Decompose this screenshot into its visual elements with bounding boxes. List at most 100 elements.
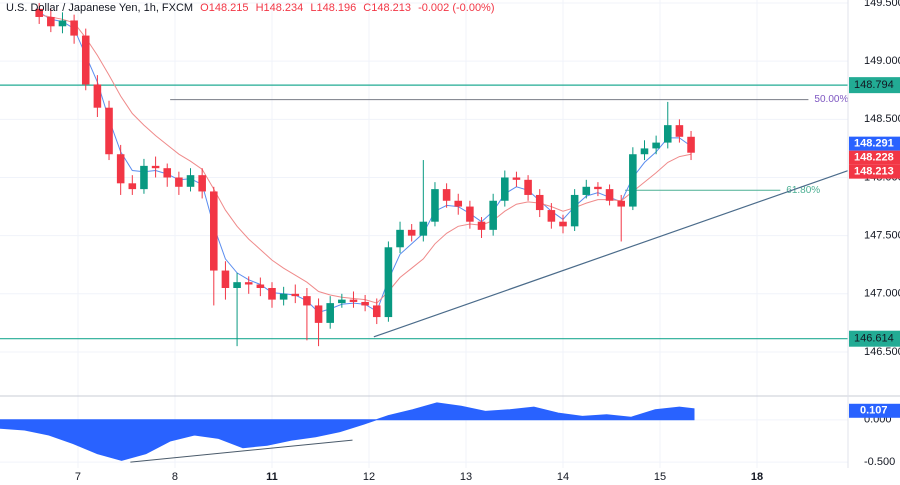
candle-body bbox=[326, 303, 334, 323]
price-label-bg bbox=[849, 164, 900, 179]
fib-label: 61.80% bbox=[786, 185, 820, 196]
candle-body bbox=[477, 221, 486, 230]
candle-body bbox=[675, 125, 684, 137]
oscillator-area bbox=[0, 402, 695, 461]
header-high: H148.234 bbox=[256, 2, 304, 14]
candle-body bbox=[128, 183, 137, 190]
candle-body bbox=[524, 179, 532, 195]
candle-body bbox=[547, 210, 556, 222]
candle-body bbox=[256, 284, 265, 288]
candle-body bbox=[291, 293, 300, 297]
candle-body bbox=[570, 194, 579, 227]
candle-body bbox=[140, 165, 148, 190]
candle-body bbox=[431, 189, 439, 222]
candle-body bbox=[349, 299, 358, 302]
level-label-bg bbox=[849, 330, 900, 347]
candle-body bbox=[663, 125, 672, 143]
candle-body bbox=[559, 221, 567, 227]
candle-body bbox=[384, 247, 393, 318]
last-value-bg bbox=[849, 403, 900, 418]
candle-body bbox=[58, 20, 67, 27]
y-tick-label: 147.500 bbox=[864, 230, 900, 242]
x-tick-label: 13 bbox=[460, 471, 472, 483]
candle-body bbox=[582, 186, 591, 195]
candle-body bbox=[81, 35, 90, 85]
header-open: O148.215 bbox=[200, 2, 248, 14]
grid bbox=[0, 0, 848, 468]
candle-body bbox=[512, 177, 521, 180]
candle-body bbox=[594, 186, 602, 190]
candle-body bbox=[93, 84, 102, 108]
candle-body bbox=[466, 206, 474, 222]
x-tick-label: 12 bbox=[363, 471, 375, 483]
level-label: 146.614 bbox=[854, 333, 894, 345]
candle-body bbox=[501, 177, 509, 201]
candle-body bbox=[163, 168, 172, 178]
last-value-label: 0.107 bbox=[860, 405, 888, 417]
y-tick-label: 148.500 bbox=[864, 113, 900, 125]
axes: 78111213141518146.500147.000147.500148.0… bbox=[75, 0, 900, 483]
candle-body bbox=[186, 175, 195, 187]
candle-body bbox=[47, 16, 55, 27]
oscillator-pane bbox=[0, 402, 695, 463]
header-change: -0.002 (-0.00%) bbox=[418, 2, 494, 14]
candle-body bbox=[198, 175, 206, 192]
candle-body bbox=[303, 296, 311, 306]
candle-body bbox=[210, 191, 218, 271]
divergence-line bbox=[130, 439, 353, 463]
x-tick-label: 14 bbox=[557, 471, 569, 483]
level-label-bg bbox=[849, 77, 900, 94]
candle-body bbox=[35, 8, 43, 17]
candle-body bbox=[396, 229, 404, 248]
candle-body bbox=[489, 200, 497, 230]
candle-body bbox=[454, 200, 463, 207]
candle-body bbox=[116, 154, 125, 184]
fib-label: 50.00% bbox=[814, 94, 848, 105]
candle-body bbox=[652, 142, 660, 149]
candle-body bbox=[361, 301, 369, 306]
price-pane: 50.00% 61.80% bbox=[0, 3, 848, 347]
candle-body bbox=[687, 136, 695, 153]
y-tick-label: 149.500 bbox=[864, 0, 900, 9]
x-tick-label: 7 bbox=[75, 471, 81, 483]
header: U.S. Dollar / Japanese Yen, 1h, FXCM O14… bbox=[6, 2, 495, 14]
header-low: L148.196 bbox=[310, 2, 356, 14]
trendline bbox=[373, 169, 848, 338]
candle-body bbox=[535, 194, 544, 211]
candle-body bbox=[279, 293, 288, 300]
candle-body bbox=[419, 221, 428, 236]
candle-body bbox=[338, 299, 346, 304]
candle-body bbox=[640, 148, 649, 155]
candle-body bbox=[617, 200, 625, 207]
header-close: C148.213 bbox=[363, 2, 411, 14]
candle-body bbox=[151, 165, 160, 169]
level-label: 148.794 bbox=[854, 79, 894, 91]
candle-body bbox=[105, 107, 113, 155]
price-label: 148.228 bbox=[854, 152, 894, 164]
candle-body bbox=[175, 177, 183, 187]
y-tick-label: 146.500 bbox=[864, 346, 900, 358]
chart-title: U.S. Dollar / Japanese Yen, 1h, FXCM bbox=[6, 2, 193, 14]
candle-body bbox=[442, 189, 451, 201]
candle-body bbox=[407, 229, 416, 236]
x-tick-label: 8 bbox=[172, 471, 178, 483]
x-tick-label: 11 bbox=[266, 471, 278, 483]
candle-body bbox=[244, 282, 253, 285]
candle-body bbox=[221, 270, 230, 288]
candle-body bbox=[314, 305, 323, 323]
candle-body bbox=[70, 20, 78, 36]
y-tick-label: 147.000 bbox=[864, 288, 900, 300]
price-label: 148.213 bbox=[854, 166, 894, 178]
candle-body bbox=[372, 305, 381, 318]
price-label-bg bbox=[849, 150, 900, 165]
candle-body bbox=[629, 154, 637, 207]
x-tick-label: 15 bbox=[654, 471, 666, 483]
price-label-bg bbox=[849, 136, 900, 151]
candle-body bbox=[233, 282, 241, 288]
y-tick-label: -0.500 bbox=[864, 456, 895, 468]
candle-body bbox=[268, 287, 276, 300]
price-label: 148.291 bbox=[854, 138, 894, 150]
x-tick-label: 18 bbox=[751, 471, 763, 483]
